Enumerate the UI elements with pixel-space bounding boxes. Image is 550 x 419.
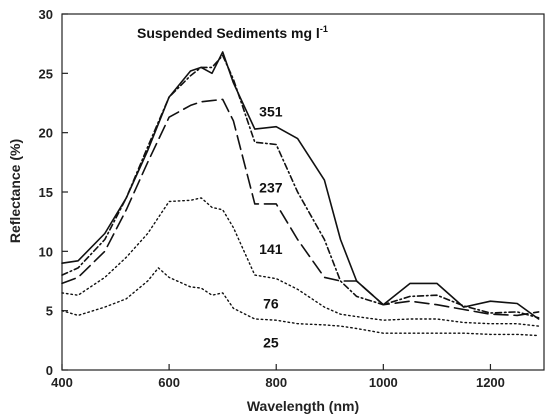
x-tick-label: 800 <box>265 375 287 390</box>
series-line-351 <box>61 51 540 320</box>
chart-title: Suspended Sediments mg l-1 <box>137 24 328 41</box>
series-line-141 <box>61 98 540 317</box>
x-tick-label: 400 <box>51 375 73 390</box>
series-line-76 <box>61 197 540 327</box>
series-label-25: 25 <box>263 335 279 351</box>
x-tick-label: 1200 <box>476 375 505 390</box>
y-tick-label: 20 <box>39 126 53 141</box>
y-tick-label: 10 <box>39 244 53 259</box>
x-axis-title: Wavelength (nm) <box>247 398 359 414</box>
series-label-351: 351 <box>259 103 283 119</box>
y-axis-title: Reflectance (%) <box>7 139 23 243</box>
chart-title-text: Suspended Sediments mg l <box>137 25 320 41</box>
series-label-141: 141 <box>259 241 283 257</box>
y-tick-label: 25 <box>39 66 53 81</box>
series-line-237 <box>61 54 540 319</box>
y-tick-label: 0 <box>46 363 53 378</box>
series-label-76: 76 <box>263 296 279 312</box>
y-tick-label: 5 <box>46 304 53 319</box>
series-line-25 <box>61 267 540 337</box>
x-tick-label: 600 <box>158 375 180 390</box>
series-label-237: 237 <box>259 179 283 195</box>
x-tick-label: 1000 <box>369 375 398 390</box>
y-tick-label: 15 <box>39 185 53 200</box>
chart-title-superscript: -1 <box>320 24 328 34</box>
y-tick-label: 30 <box>39 7 53 22</box>
